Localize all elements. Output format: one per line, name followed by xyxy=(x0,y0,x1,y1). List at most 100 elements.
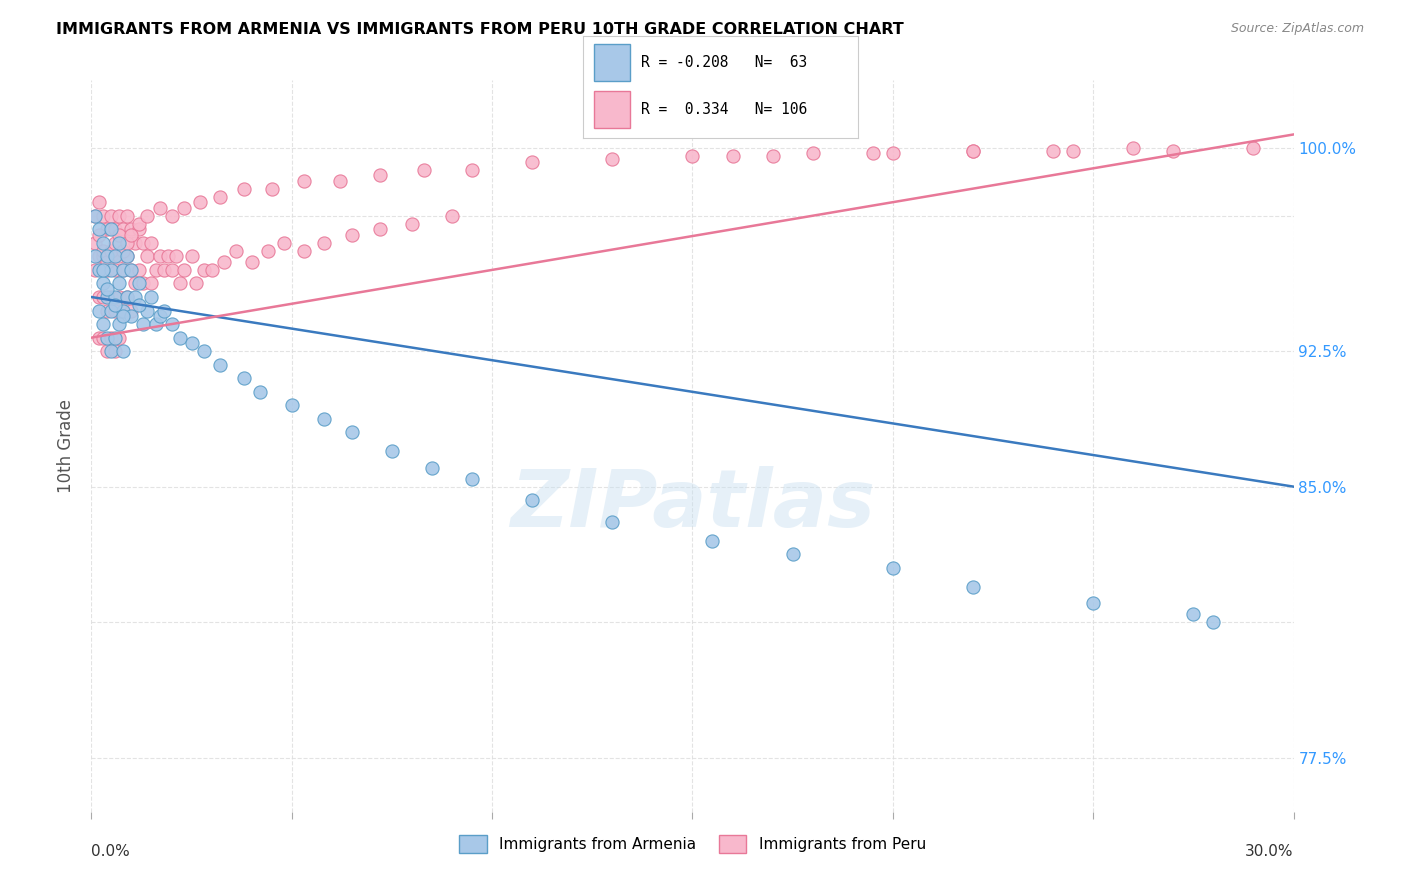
Point xyxy=(93,249,115,263)
Point xyxy=(212,254,235,268)
Point xyxy=(962,144,984,158)
Point xyxy=(124,290,146,304)
Point xyxy=(96,290,118,304)
Point xyxy=(232,371,254,385)
Point xyxy=(100,303,122,318)
Point xyxy=(1042,144,1064,158)
Point xyxy=(112,263,135,277)
Point xyxy=(117,235,139,250)
Point xyxy=(169,331,191,345)
Point xyxy=(104,222,127,236)
Point xyxy=(136,209,159,223)
Point xyxy=(152,303,174,318)
Point xyxy=(84,263,107,277)
Point xyxy=(136,249,159,263)
Point xyxy=(1202,615,1225,629)
Point xyxy=(381,444,404,458)
Point xyxy=(108,209,131,223)
Point xyxy=(225,244,247,258)
Point xyxy=(1182,607,1205,621)
Point xyxy=(132,317,155,331)
Point xyxy=(128,217,150,231)
Point xyxy=(368,222,391,236)
Point xyxy=(602,515,624,529)
Point xyxy=(112,244,135,258)
Point xyxy=(108,290,131,304)
Point xyxy=(1062,144,1084,158)
Point xyxy=(132,277,155,291)
Point xyxy=(169,277,191,291)
Point xyxy=(420,460,443,475)
Point xyxy=(96,254,118,268)
Point xyxy=(762,149,785,163)
Point xyxy=(292,244,315,258)
Point xyxy=(89,195,111,210)
Point xyxy=(208,358,231,372)
Point xyxy=(132,235,155,250)
Point xyxy=(148,201,170,215)
Point xyxy=(681,149,703,163)
Point xyxy=(281,398,304,412)
Point xyxy=(180,249,202,263)
Point xyxy=(108,277,131,291)
Point xyxy=(312,235,335,250)
Point xyxy=(93,244,115,258)
Point xyxy=(128,277,150,291)
Point xyxy=(160,263,183,277)
Point xyxy=(121,222,143,236)
Point xyxy=(89,227,111,242)
Point xyxy=(148,309,170,323)
Point xyxy=(117,249,139,263)
Point xyxy=(962,580,984,594)
Point xyxy=(188,195,211,210)
Point xyxy=(128,298,150,312)
Point xyxy=(193,344,215,359)
Point xyxy=(292,173,315,187)
Point xyxy=(145,317,167,331)
Point xyxy=(141,277,163,291)
Text: ZIPatlas: ZIPatlas xyxy=(510,466,875,543)
Point xyxy=(108,227,131,242)
Point xyxy=(121,309,143,323)
Point xyxy=(96,344,118,359)
Point xyxy=(141,235,163,250)
Point xyxy=(112,222,135,236)
Point xyxy=(136,303,159,318)
Point xyxy=(100,209,122,223)
Point xyxy=(84,235,107,250)
Point xyxy=(124,235,146,250)
Point xyxy=(117,249,139,263)
Point xyxy=(801,146,824,161)
Point xyxy=(141,290,163,304)
Point xyxy=(89,222,111,236)
Point xyxy=(193,263,215,277)
Point xyxy=(89,263,111,277)
Point xyxy=(104,235,127,250)
Point xyxy=(93,331,115,345)
Point xyxy=(100,290,122,304)
Point xyxy=(160,317,183,331)
Point xyxy=(96,249,118,263)
Point xyxy=(100,244,122,258)
Point xyxy=(104,331,127,345)
Point xyxy=(156,249,179,263)
Point xyxy=(862,146,884,161)
Text: IMMIGRANTS FROM ARMENIA VS IMMIGRANTS FROM PERU 10TH GRADE CORRELATION CHART: IMMIGRANTS FROM ARMENIA VS IMMIGRANTS FR… xyxy=(56,22,904,37)
Point xyxy=(721,149,744,163)
Point xyxy=(340,227,363,242)
Point xyxy=(260,181,283,195)
Point xyxy=(121,303,143,318)
Point xyxy=(93,263,115,277)
Point xyxy=(273,235,295,250)
Text: R = -0.208   N=  63: R = -0.208 N= 63 xyxy=(641,54,807,70)
Point xyxy=(145,263,167,277)
Point xyxy=(93,317,115,331)
Point xyxy=(232,181,254,195)
Text: 30.0%: 30.0% xyxy=(1246,844,1294,859)
Point xyxy=(124,277,146,291)
Point xyxy=(173,263,195,277)
Point xyxy=(96,282,118,296)
Point xyxy=(256,244,278,258)
Point xyxy=(96,222,118,236)
Text: Source: ZipAtlas.com: Source: ZipAtlas.com xyxy=(1230,22,1364,36)
